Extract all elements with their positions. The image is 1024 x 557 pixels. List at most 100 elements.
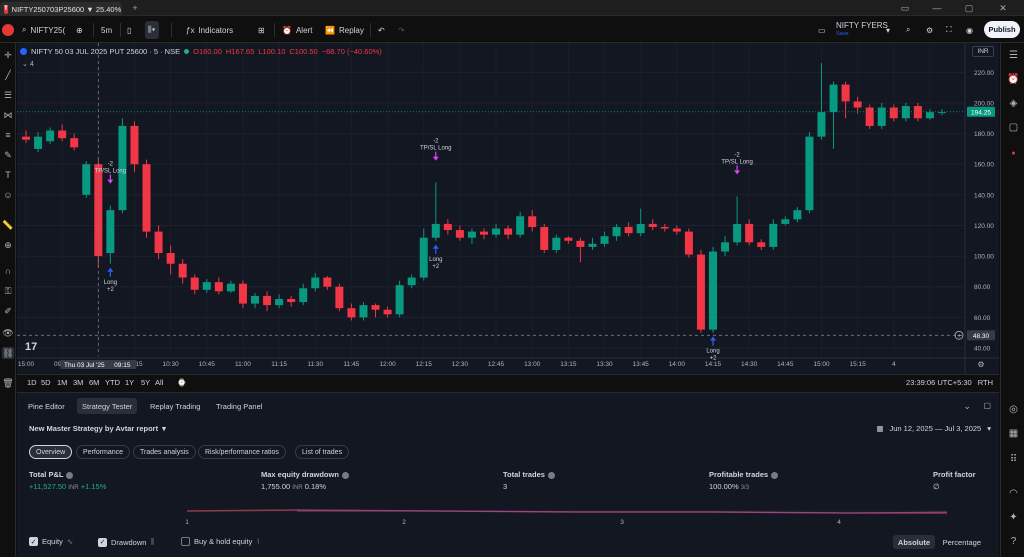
text-icon[interactable]: T [5,170,11,180]
divider [93,23,94,37]
alert-button[interactable]: ⏰ Alert [282,21,312,39]
tab-trading-panel[interactable]: Trading Panel [216,401,263,411]
clock[interactable]: 23:39:06 UTC+5:30 RTH [906,378,993,387]
layout-chevron-icon[interactable]: ▾ [886,25,891,35]
fullscreen-icon[interactable]: ⛶ [946,25,952,34]
indicator-collapse[interactable]: ⌄ 4 [22,61,34,68]
equity-checkbox[interactable]: ✓ Equity ∿ [29,537,73,546]
emoji-icon[interactable]: ☺ [3,190,13,200]
equity-checkbox-label: Equity [42,537,63,546]
fib-icon[interactable]: ☰ [3,89,13,100]
rss-icon[interactable]: ◠ [1009,488,1018,499]
currency-selector[interactable]: INR [972,46,994,57]
notifications-icon[interactable] [2,21,14,39]
subtab-trades-analysis[interactable]: Trades analysis [133,445,196,459]
pencil-icon[interactable]: ✐ [4,305,12,316]
forecast-icon[interactable]: ≡ [5,130,11,140]
candle-body [516,216,525,235]
indicators-button[interactable]: ƒx Indicators [186,21,233,39]
subtab-performance[interactable]: Performance [76,445,131,459]
strategy-selector[interactable]: New Master Strategy by Avtar report ▾ [29,424,166,433]
trash-icon[interactable]: 🗑 [2,377,14,388]
subtab-overview[interactable]: Overview [29,445,73,459]
tradingview-logo-icon: T [4,4,8,14]
settings-gear-icon[interactable]: ⚙ [926,25,934,35]
redo-icon[interactable]: ↷ [398,25,405,35]
interval-button[interactable]: 5m [101,21,112,39]
lock-drawings-icon[interactable]: ⚿ [4,285,12,296]
trendline-icon[interactable]: ╱ [5,69,11,80]
symbol-search[interactable]: ⌕ NIFTY25( [22,21,65,39]
layout-save-label: Save [836,31,849,37]
minimize-icon[interactable]: — [932,3,942,13]
ideas-badge-icon[interactable]: ● [1011,150,1016,157]
window-layout-icon[interactable]: ▭ [900,2,910,13]
eye-icon[interactable]: 👁 [2,327,14,338]
timeframe-6m[interactable]: 6M [89,378,100,387]
layers-icon[interactable]: ◈ [1009,98,1018,109]
equity-chart[interactable]: 1 2 3 4 [17,393,999,533]
layout-name-button[interactable]: NIFTY FYERS Save [836,21,888,39]
pattern-icon[interactable]: ⋈ [3,109,13,120]
layout-icon[interactable]: ▭ [818,25,826,35]
ruler-icon[interactable]: 📏 [2,219,14,230]
undo-icon[interactable]: ↶ [378,25,385,35]
time-tick-label: 15:00 [18,361,35,368]
maximize-panel-icon[interactable]: ▢ [983,401,991,410]
target-icon[interactable]: ◎ [1009,404,1018,415]
timeframe-1m[interactable]: 1M [57,378,68,387]
tab-strategy-tester[interactable]: Strategy Tester [77,398,138,414]
buy-hold-checkbox[interactable]: Buy & hold equity ⌇ [181,537,260,546]
absolute-toggle[interactable]: Absolute [892,535,935,549]
compare-symbol-icon[interactable]: ⊕ [76,25,83,35]
close-window-icon[interactable]: ✕ [999,2,1007,13]
subtab-risk-performance[interactable]: Risk/performance ratios [198,445,286,459]
equity-line [297,510,948,514]
date-range-selector[interactable]: ▦ Jun 12, 2025 — Jul 3, 2025 ▾ [876,424,991,433]
browser-tab[interactable]: T NIFTY250703P25600 ▼ 25.40% [0,2,122,16]
candle-body [672,228,681,232]
candles-style-icon[interactable]: ⫼▾ [145,21,159,39]
timeframe-ytd[interactable]: YTD [105,378,120,387]
zoom-in-icon[interactable]: ⊕ [4,239,12,250]
minimize-panel-icon[interactable]: ⌄ [963,401,971,411]
timeframe-all[interactable]: All [155,378,164,387]
apps-grid-icon[interactable]: ⠿ [1009,454,1018,465]
new-tab-icon[interactable]: + [132,3,138,13]
replay-button[interactable]: ⏪ Replay [325,21,364,39]
timeframe-3m[interactable]: 3M [73,378,84,387]
bar-style-icon[interactable]: ▯ [127,25,132,35]
templates-icon[interactable]: ⊞ [258,25,265,35]
timeframe-1d[interactable]: 1D [27,378,37,387]
candlestick-chart[interactable]: 220.00 200.00 180.00 160.00 140.00 120.00 100.… [17,43,999,374]
watchlist-icon[interactable]: ☰ [1009,50,1018,61]
percentage-toggle[interactable]: Percentage [942,537,981,547]
maximize-icon[interactable]: ▢ [964,2,974,13]
candle-body [287,298,296,303]
calendar-icon[interactable]: ▦ [1008,428,1019,439]
timeframe-1y[interactable]: 1Y [125,378,135,387]
lightbulb-icon[interactable]: ✦ [1009,512,1018,523]
chart-title: NIFTY 50 03 JUL 2025 PUT 25600 · 5 · NSE [31,47,181,56]
candle-body [467,231,476,238]
tab-replay-trading[interactable]: Replay Trading [150,401,201,411]
subtab-list-of-trades[interactable]: List of trades [295,445,350,459]
timeframe-5y[interactable]: 5Y [141,378,151,387]
timeframe-5d[interactable]: 5D [41,378,51,387]
brush-icon[interactable]: ✎ [4,149,12,160]
camera-icon[interactable]: ◉ [966,25,973,35]
exit-label: TP/SL Long [420,146,451,152]
chat-icon[interactable]: ▢ [1008,122,1019,133]
browser-tab-title: NIFTY250703P25600 ▼ 25.40% [11,4,122,14]
crosshair-icon[interactable]: ✛ [4,49,12,60]
link-icon[interactable]: ⛓ [2,347,14,359]
price-chart[interactable]: 220.00 200.00 180.00 160.00 140.00 120.00 100.… [17,43,999,374]
tab-pine-editor[interactable]: Pine Editor [28,401,65,411]
alerts-clock-icon[interactable]: ⏰ [1007,74,1020,85]
magnet-icon[interactable]: ∩ [4,266,12,276]
publish-button[interactable]: Publish [984,21,1020,38]
quick-search-icon[interactable]: ⌕ [906,25,911,34]
drawdown-checkbox[interactable]: ✓ Drawdown ⫼ [98,537,154,547]
help-icon[interactable]: ? [1010,536,1017,547]
date-range-icon[interactable]: ⌚ [177,378,187,387]
